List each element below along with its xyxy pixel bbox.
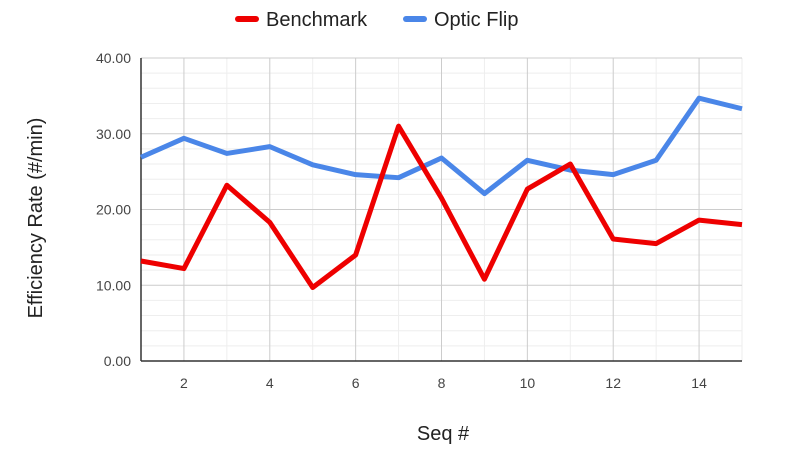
x-tick-label: 12 bbox=[605, 375, 621, 391]
axes bbox=[140, 58, 742, 362]
y-tick-label: 10.00 bbox=[96, 277, 131, 293]
major-gridlines bbox=[141, 57, 742, 361]
y-tick-labels: 0.00 10.00 20.00 30.00 40.00 bbox=[96, 50, 131, 369]
legend-label-benchmark: Benchmark bbox=[266, 9, 368, 31]
legend-item-optic-flip[interactable]: Optic Flip bbox=[403, 9, 518, 31]
y-tick-label: 0.00 bbox=[104, 353, 131, 369]
y-tick-label: 30.00 bbox=[96, 126, 131, 142]
legend-item-benchmark[interactable]: Benchmark bbox=[235, 9, 368, 31]
series-line-benchmark bbox=[140, 123, 743, 291]
legend-label-optic-flip: Optic Flip bbox=[434, 9, 518, 31]
y-axis-title: Efficiency Rate (#/min) bbox=[25, 118, 47, 319]
series-line-optic-flip bbox=[139, 95, 743, 197]
x-tick-labels: 2 4 6 8 10 12 14 bbox=[180, 375, 707, 391]
y-tick-label: 40.00 bbox=[96, 50, 131, 66]
y-tick-label: 20.00 bbox=[96, 202, 131, 218]
legend: Benchmark Optic Flip bbox=[235, 9, 518, 31]
x-axis-title: Seq # bbox=[417, 423, 470, 445]
x-tick-label: 10 bbox=[520, 375, 536, 391]
x-tick-label: 4 bbox=[266, 375, 274, 391]
x-tick-label: 6 bbox=[352, 375, 360, 391]
x-tick-label: 8 bbox=[438, 375, 446, 391]
x-tick-label: 2 bbox=[180, 375, 188, 391]
x-tick-label: 14 bbox=[691, 375, 707, 391]
series-layer bbox=[139, 95, 743, 291]
